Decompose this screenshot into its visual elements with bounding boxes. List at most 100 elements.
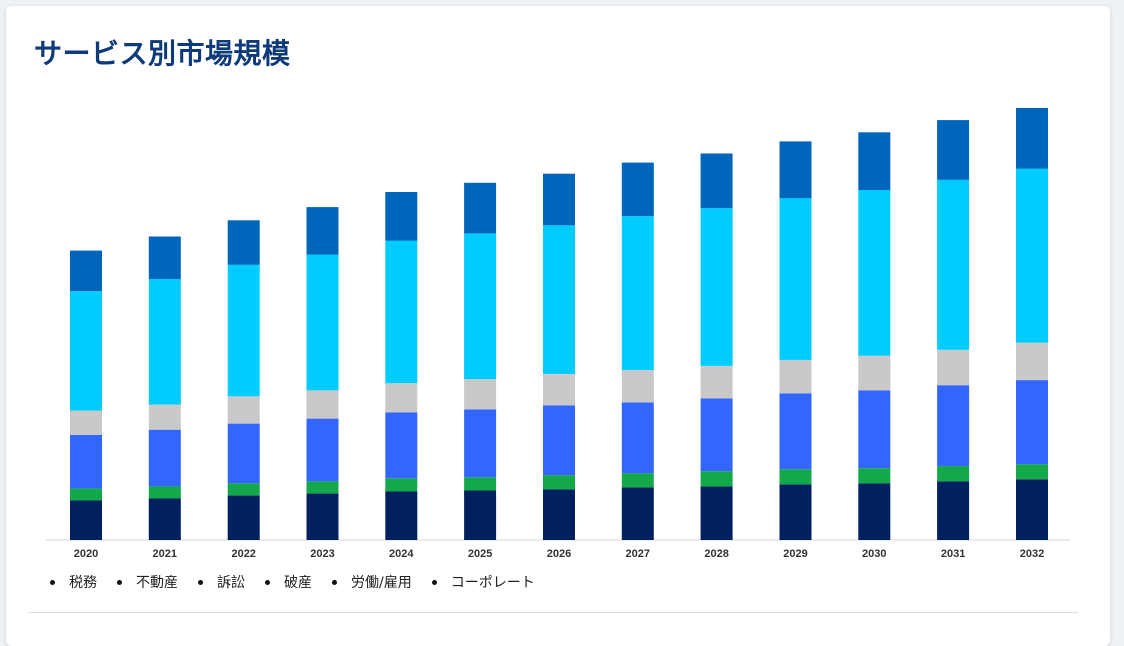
x-tick-label: 2027 [626, 548, 650, 560]
bar-segment-2021-s5 [148, 236, 181, 279]
bar-segment-2029-s2 [779, 393, 812, 470]
bar-segment-2026-s3 [543, 374, 575, 406]
x-tick-label: 2028 [704, 548, 728, 560]
legend-label: 不動産 [136, 575, 178, 591]
bar-segment-2020-s3 [70, 410, 102, 435]
bar-segment-2026-s4 [543, 225, 575, 374]
bars-group [70, 108, 1048, 540]
bar-segment-2021-s3 [148, 404, 181, 430]
bar-segment-2031-s5 [937, 120, 970, 180]
x-tick-label: 2023 [310, 548, 334, 560]
bar-segment-2027-s1 [621, 473, 654, 488]
bar-segment-2029-s4 [779, 198, 812, 360]
bar-segment-2022-s0 [227, 495, 260, 540]
stacked-bar-chart: 2020 2021 2022 2023 2024 2025 2026 2027 2028 2029… [46, 108, 1070, 560]
bar-segment-2023-s3 [306, 390, 339, 419]
bar-segment-2028-s1 [700, 471, 733, 487]
x-tick-label: 2030 [862, 548, 886, 560]
x-tick-label: 2029 [783, 548, 807, 560]
x-tick-label: 2021 [153, 548, 177, 560]
bar-segment-2025-s3 [464, 379, 497, 410]
legend-item[interactable]: 破産 [265, 572, 312, 592]
legend-item[interactable]: 労働/雇用 [332, 572, 412, 592]
bar-segment-2024-s2 [385, 412, 418, 479]
bar-segment-2022-s1 [227, 483, 260, 496]
bar-segment-2032-s1 [1016, 464, 1048, 480]
bar-segment-2030-s5 [858, 132, 891, 190]
bar-segment-2024-s1 [385, 478, 418, 492]
bar-segment-2029-s0 [779, 484, 812, 540]
legend-item[interactable]: 訴訟 [198, 572, 245, 592]
bar-segment-2027-s0 [621, 487, 654, 540]
bar-segment-2031-s4 [937, 179, 970, 350]
bar-segment-2020-s2 [70, 434, 102, 489]
bar-segment-2021-s2 [148, 429, 181, 487]
bar-segment-2024-s0 [385, 491, 418, 540]
x-tick-label: 2026 [547, 548, 571, 560]
bar-segment-2030-s0 [858, 483, 891, 540]
bar-segment-2020-s5 [70, 250, 102, 292]
bar-segment-2030-s2 [858, 390, 891, 469]
divider [28, 612, 1078, 613]
bar-segment-2029-s5 [779, 141, 812, 199]
bar-segment-2026-s2 [543, 405, 575, 476]
bar-segment-2031-s3 [937, 349, 970, 386]
bar-segment-2022-s5 [227, 220, 260, 265]
legend-bullet-icon [117, 579, 122, 585]
bar-segment-2021-s1 [148, 486, 181, 499]
legend-item[interactable]: コーポレート [431, 572, 535, 592]
bar-segment-2023-s1 [306, 481, 339, 494]
bar-segment-2023-s4 [306, 254, 339, 391]
bar-segment-2025-s4 [464, 233, 497, 380]
bar-segment-2028-s5 [700, 153, 733, 209]
legend-item[interactable]: 不動産 [117, 572, 178, 592]
bar-segment-2027-s5 [621, 162, 654, 217]
bar-segment-2027-s3 [621, 370, 654, 403]
x-tick-label: 2031 [941, 548, 965, 560]
bar-segment-2024-s3 [385, 383, 418, 413]
x-tick-label: 2025 [468, 548, 492, 560]
bar-segment-2029-s1 [779, 469, 812, 485]
chart-legend: 税務 不動産 訴訟 破産 労働/雇用 コーポレート [50, 572, 555, 592]
bar-segment-2021-s4 [148, 279, 181, 405]
legend-bullet-icon [332, 579, 337, 585]
bar-segment-2031-s2 [937, 385, 970, 467]
bar-segment-2030-s1 [858, 468, 891, 484]
legend-bullet-icon [198, 579, 203, 585]
bar-segment-2020-s4 [70, 291, 102, 411]
bar-segment-2025-s0 [464, 490, 497, 540]
x-tick-label: 2032 [1020, 548, 1044, 560]
bar-segment-2023-s0 [306, 493, 339, 540]
legend-label: コーポレート [450, 575, 535, 591]
bar-segment-2028-s2 [700, 398, 733, 472]
bar-segment-2020-s0 [70, 500, 102, 540]
bar-segment-2025-s5 [464, 182, 497, 234]
bar-segment-2029-s3 [779, 359, 812, 394]
bar-segment-2032-s4 [1016, 168, 1048, 343]
bar-segment-2024-s4 [385, 240, 418, 384]
bar-segment-2032-s3 [1016, 342, 1048, 381]
bar-segment-2025-s1 [464, 477, 497, 491]
x-tick-labels: 2020 2021 2022 2023 2024 2025 2026 2027 2028 2029… [74, 548, 1044, 560]
bar-segment-2032-s2 [1016, 380, 1048, 465]
legend-label: 破産 [284, 575, 312, 591]
bar-segment-2028-s4 [700, 208, 733, 366]
x-tick-label: 2020 [74, 548, 98, 560]
x-tick-label: 2022 [231, 548, 255, 560]
legend-item[interactable]: 税務 [50, 572, 97, 592]
bar-segment-2027-s4 [621, 216, 654, 370]
bar-segment-2032-s5 [1016, 108, 1048, 169]
bar-segment-2027-s2 [621, 402, 654, 474]
bar-segment-2026-s5 [543, 173, 575, 226]
bar-segment-2024-s5 [385, 192, 418, 241]
x-tick-label: 2024 [389, 548, 414, 560]
legend-label: 税務 [69, 575, 97, 591]
legend-label: 訴訟 [217, 575, 245, 591]
bar-segment-2030-s4 [858, 189, 891, 356]
bar-segment-2028-s0 [700, 486, 733, 540]
bar-segment-2028-s3 [700, 366, 733, 399]
bar-segment-2026-s0 [543, 489, 575, 540]
bar-segment-2020-s1 [70, 488, 102, 501]
legend-bullet-icon [265, 579, 270, 585]
bar-segment-2021-s0 [148, 498, 181, 540]
